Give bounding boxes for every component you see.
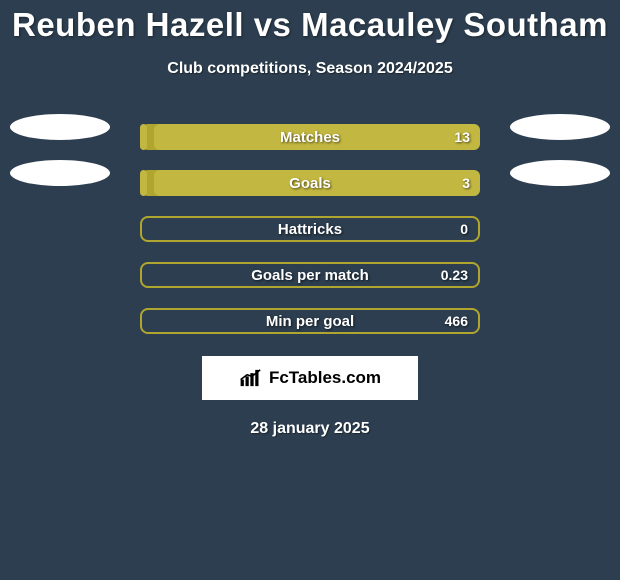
stat-label: Min per goal [266, 313, 354, 330]
stat-bar: Matches 13 [140, 124, 480, 150]
stat-bar: Goals 3 [140, 170, 480, 196]
player-left-ellipse [10, 160, 110, 186]
stat-bar-fill-left [140, 170, 147, 196]
stat-bar: Hattricks 0 [140, 216, 480, 242]
player-right-ellipse [510, 114, 610, 140]
date-text: 28 january 2025 [0, 420, 620, 438]
stat-row: Hattricks 0 [0, 206, 620, 252]
stat-label: Goals [289, 175, 331, 192]
subtitle: Club competitions, Season 2024/2025 [0, 60, 620, 78]
brand-badge: FcTables.com [202, 356, 418, 400]
stat-label: Matches [280, 129, 340, 146]
stat-row: Matches 13 [0, 114, 620, 160]
brand-chart-icon [239, 367, 265, 389]
stat-row: Min per goal 466 [0, 298, 620, 344]
stat-value: 0.23 [441, 267, 468, 283]
stats-list: Matches 13 Goals 3 Hattricks 0 Goals per match… [0, 114, 620, 344]
stat-value: 3 [462, 175, 470, 191]
stat-row: Goals 3 [0, 160, 620, 206]
player-right-ellipse [510, 160, 610, 186]
comparison-infographic: Reuben Hazell vs Macauley Southam Club c… [0, 0, 620, 580]
stat-bar-fill-left [140, 124, 147, 150]
stat-row: Goals per match 0.23 [0, 252, 620, 298]
brand-text: FcTables.com [269, 368, 381, 388]
stat-value: 13 [454, 129, 470, 145]
stat-value: 0 [460, 221, 468, 237]
stat-value: 466 [445, 313, 468, 329]
stat-bar: Goals per match 0.23 [140, 262, 480, 288]
player-left-ellipse [10, 114, 110, 140]
stat-label: Goals per match [251, 267, 369, 284]
stat-bar: Min per goal 466 [140, 308, 480, 334]
stat-label: Hattricks [278, 221, 342, 238]
page-title: Reuben Hazell vs Macauley Southam [0, 0, 620, 44]
